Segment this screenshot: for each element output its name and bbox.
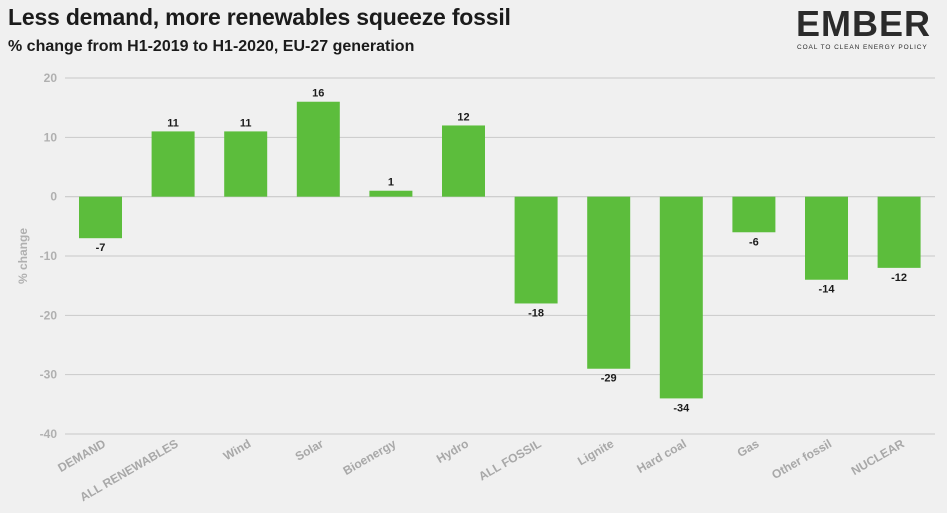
y-tick-label: 10 <box>44 130 58 144</box>
x-tick-label: Wind <box>221 436 253 463</box>
bars: -7 11 11 16 1 12 -18 -29 -34 -6 -14 -12 <box>79 88 921 414</box>
x-tick-label: NUCLEAR <box>849 436 907 478</box>
y-axis-label: % change <box>16 228 30 284</box>
bar <box>79 196 122 239</box>
data-label: 16 <box>312 88 324 100</box>
data-label: 11 <box>167 117 179 129</box>
y-tick-label: -30 <box>40 368 58 382</box>
bar <box>151 131 195 197</box>
x-tick-label: Other fossil <box>769 436 834 481</box>
bar <box>732 196 776 233</box>
chart-title: Less demand, more renewables squeeze fos… <box>8 4 511 30</box>
y-tick-label: -40 <box>40 427 58 441</box>
x-tick-label: Lignite <box>575 436 616 468</box>
bar <box>514 196 558 304</box>
logo-tagline: COAL TO CLEAN ENERGY POLICY <box>797 44 928 51</box>
ember-logo: EMBER COAL TO CLEAN ENERGY POLICY <box>796 6 936 52</box>
bar <box>805 196 848 280</box>
bar <box>659 196 703 399</box>
bar <box>587 196 631 369</box>
bar <box>224 131 268 197</box>
data-label: -18 <box>528 307 544 319</box>
y-tick-label: 20 <box>44 71 58 85</box>
gridlines <box>65 77 935 435</box>
data-label: -12 <box>891 272 907 284</box>
data-label: 11 <box>240 117 252 129</box>
data-label: -14 <box>819 284 836 296</box>
data-label: -34 <box>673 402 690 414</box>
data-label: 12 <box>457 111 469 123</box>
data-label: -29 <box>601 373 617 385</box>
bar <box>369 190 413 197</box>
data-label: 1 <box>388 177 394 189</box>
data-label: -6 <box>749 236 759 248</box>
logo-wordmark: EMBER <box>796 3 932 44</box>
y-tick-label: 0 <box>50 190 57 204</box>
y-tick-label: -10 <box>40 249 58 263</box>
x-tick-label: DEMAND <box>55 436 108 475</box>
x-tick-label: Gas <box>735 436 762 460</box>
bar <box>877 196 921 268</box>
y-axis-ticks: -40 -30 -20 -10 0 10 20 <box>40 71 58 441</box>
x-tick-label: Solar <box>293 436 326 463</box>
bar <box>296 101 340 197</box>
x-tick-label: Hydro <box>434 436 471 465</box>
x-tick-label: Hard coal <box>634 436 688 475</box>
x-tick-label: Bioenergy <box>341 436 399 478</box>
data-label: -7 <box>96 242 106 254</box>
chart-subtitle: % change from H1-2019 to H1-2020, EU-27 … <box>8 38 415 55</box>
y-tick-label: -20 <box>40 308 58 322</box>
x-tick-label: ALL FOSSIL <box>476 436 543 483</box>
bar <box>442 125 485 197</box>
